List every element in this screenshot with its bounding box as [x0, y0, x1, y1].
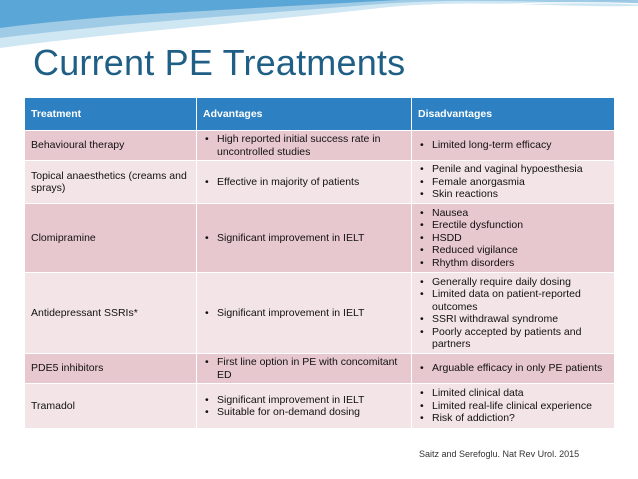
- disadvantage-item: Nausea: [420, 207, 608, 220]
- advantage-item: High reported initial success rate in un…: [205, 133, 405, 158]
- disadvantage-item: Penile and vaginal hypoesthesia: [420, 163, 608, 176]
- table-row: Antidepressant SSRIs* Significant improv…: [24, 272, 615, 354]
- table-row: Behavioural therapy High reported initia…: [24, 130, 615, 161]
- disadvantage-item: Female anorgasmia: [420, 176, 608, 189]
- disadvantages-cell: Arguable efficacy in only PE patients: [411, 353, 615, 384]
- disadvantage-item: Limited long-term efficacy: [420, 139, 608, 152]
- advantages-cell: Significant improvement in IELT: [196, 272, 412, 354]
- advantage-item: Significant improvement in IELT: [205, 394, 405, 407]
- disadvantage-item: Limited data on patient-reported outcome…: [420, 288, 608, 313]
- treatment-cell: Antidepressant SSRIs*: [24, 272, 197, 354]
- table-row: PDE5 inhibitors First line option in PE …: [24, 353, 615, 384]
- advantage-item: Significant improvement in IELT: [205, 307, 405, 320]
- treatment-cell: Behavioural therapy: [24, 130, 197, 161]
- header-disadvantages: Disadvantages: [411, 97, 615, 131]
- disadvantages-cell: Penile and vaginal hypoesthesia Female a…: [411, 160, 615, 204]
- disadvantages-cell: Generally require daily dosing Limited d…: [411, 272, 615, 354]
- disadvantages-cell: Nausea Erectile dysfunction HSDD Reduced…: [411, 203, 615, 273]
- disadvantage-item: Rhythm disorders: [420, 257, 608, 270]
- treatment-cell: Clomipramine: [24, 203, 197, 273]
- disadvantage-item: Limited real-life clinical experience: [420, 400, 608, 413]
- advantages-cell: Effective in majority of patients: [196, 160, 412, 204]
- disadvantage-item: Risk of addiction?: [420, 412, 608, 425]
- advantages-cell: First line option in PE with concomitant…: [196, 353, 412, 384]
- advantage-item: First line option in PE with concomitant…: [205, 356, 405, 381]
- disadvantage-item: Erectile dysfunction: [420, 219, 608, 232]
- disadvantage-item: SSRI withdrawal syndrome: [420, 313, 608, 326]
- disadvantage-item: Poorly accepted by patients and partners: [420, 326, 608, 351]
- table-row: Topical anaesthetics (creams and sprays)…: [24, 160, 615, 204]
- treatment-cell: Tramadol: [24, 383, 197, 429]
- disadvantage-item: Arguable efficacy in only PE patients: [420, 362, 608, 375]
- advantage-item: Suitable for on-demand dosing: [205, 406, 405, 419]
- table-row: Tramadol Significant improvement in IELT…: [24, 383, 615, 429]
- disadvantages-cell: Limited long-term efficacy: [411, 130, 615, 161]
- header-advantages: Advantages: [196, 97, 412, 131]
- disadvantage-item: Reduced vigilance: [420, 244, 608, 257]
- disadvantage-item: Skin reactions: [420, 188, 608, 201]
- header-wave-decoration: [0, 0, 638, 53]
- disadvantage-item: Generally require daily dosing: [420, 276, 608, 289]
- table-row: Clomipramine Significant improvement in …: [24, 203, 615, 273]
- disadvantage-item: HSDD: [420, 232, 608, 245]
- advantages-cell: Significant improvement in IELT Suitable…: [196, 383, 412, 429]
- treatments-table: Treatment Advantages Disadvantages Behav…: [24, 97, 615, 429]
- disadvantages-cell: Limited clinical data Limited real-life …: [411, 383, 615, 429]
- treatment-cell: Topical anaesthetics (creams and sprays): [24, 160, 197, 204]
- slide-title: Current PE Treatments: [33, 42, 406, 83]
- advantages-cell: Significant improvement in IELT: [196, 203, 412, 273]
- advantage-item: Effective in majority of patients: [205, 176, 405, 189]
- advantages-cell: High reported initial success rate in un…: [196, 130, 412, 161]
- treatment-cell: PDE5 inhibitors: [24, 353, 197, 384]
- advantage-item: Significant improvement in IELT: [205, 232, 405, 245]
- disadvantage-item: Limited clinical data: [420, 387, 608, 400]
- table-header-row: Treatment Advantages Disadvantages: [24, 97, 615, 131]
- citation-text: Saitz and Serefoglu. Nat Rev Urol. 2015: [419, 449, 580, 459]
- header-treatment: Treatment: [24, 97, 197, 131]
